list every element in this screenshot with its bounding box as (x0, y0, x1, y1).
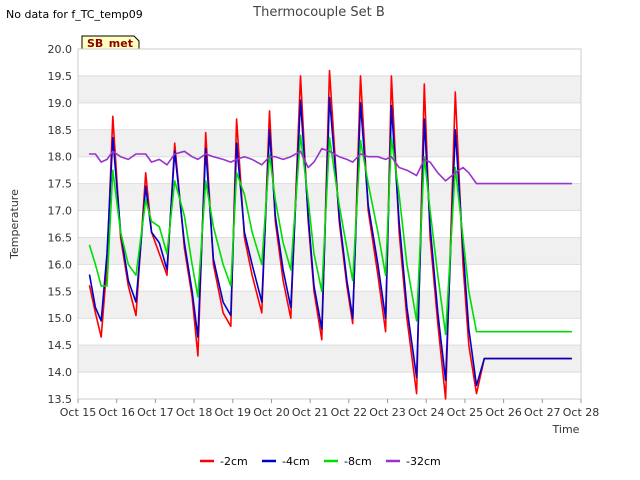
legend: -2cm -4cm -8cm -32cm (200, 455, 441, 468)
x-tick-label: Oct 23 (369, 406, 406, 419)
series-lines (88, 69, 573, 400)
y-tick-label: 18.0 (48, 151, 73, 164)
legend-label: -32cm (406, 455, 441, 468)
x-tick-label: Oct 25 (447, 406, 484, 419)
y-tick-label: 14.0 (48, 366, 73, 379)
y-tick-label: 20.0 (48, 43, 73, 56)
y-tick-label: 19.5 (48, 70, 73, 83)
legend-label: -8cm (344, 455, 372, 468)
x-axis-label: Time (552, 423, 580, 436)
x-tick-label: Oct 15 (60, 406, 97, 419)
y-tick-label: 14.5 (48, 339, 73, 352)
grid-band (78, 237, 581, 265)
badge-label: SB_met (87, 37, 133, 50)
x-tick-label: Oct 18 (176, 406, 213, 419)
x-tick-label: Oct 21 (292, 406, 329, 419)
x-tick-label: Oct 27 (524, 406, 561, 419)
y-tick-label: 17.5 (48, 178, 73, 191)
series-line-32cm (88, 147, 573, 185)
legend-label: -2cm (220, 455, 248, 468)
x-tick-label: Oct 20 (253, 406, 290, 419)
legend-label: -4cm (282, 455, 310, 468)
y-tick-label: 16.5 (48, 231, 73, 244)
x-tick-label: Oct 16 (98, 406, 135, 419)
series-line-8cm (88, 134, 573, 336)
x-tick-label: Oct 19 (215, 406, 252, 419)
x-tick-label: Oct 22 (331, 406, 368, 419)
y-axis: 13.5 14.0 14.5 15.0 15.5 16.0 16.5 17.0 17.5 18.0… (48, 43, 73, 406)
grid-band (78, 291, 581, 319)
y-tick-label: 19.0 (48, 97, 73, 110)
y-axis-label: Temperature (8, 189, 21, 260)
x-tick-label: Oct 24 (408, 406, 445, 419)
y-tick-label: 18.5 (48, 124, 73, 137)
y-tick-label: 15.5 (48, 285, 73, 298)
y-tick-label: 17.0 (48, 205, 73, 218)
x-tick-label: Oct 17 (137, 406, 174, 419)
y-tick-label: 16.0 (48, 258, 73, 271)
site-badge: SB_met (81, 35, 140, 51)
plot-frame (77, 48, 582, 400)
grid-band (78, 183, 581, 211)
y-tick-label: 13.5 (48, 393, 73, 406)
x-tick-label: Oct 26 (485, 406, 522, 419)
x-tick-label: Oct 28 (563, 406, 600, 419)
y-tick-label: 15.0 (48, 312, 73, 325)
no-data-message: No data for f_TC_temp09 (6, 8, 143, 21)
x-axis: Oct 15 Oct 16 Oct 17 Oct 18 Oct 19 Oct 20 Oct … (60, 399, 600, 419)
chart-title: Thermocouple Set B (252, 5, 385, 20)
